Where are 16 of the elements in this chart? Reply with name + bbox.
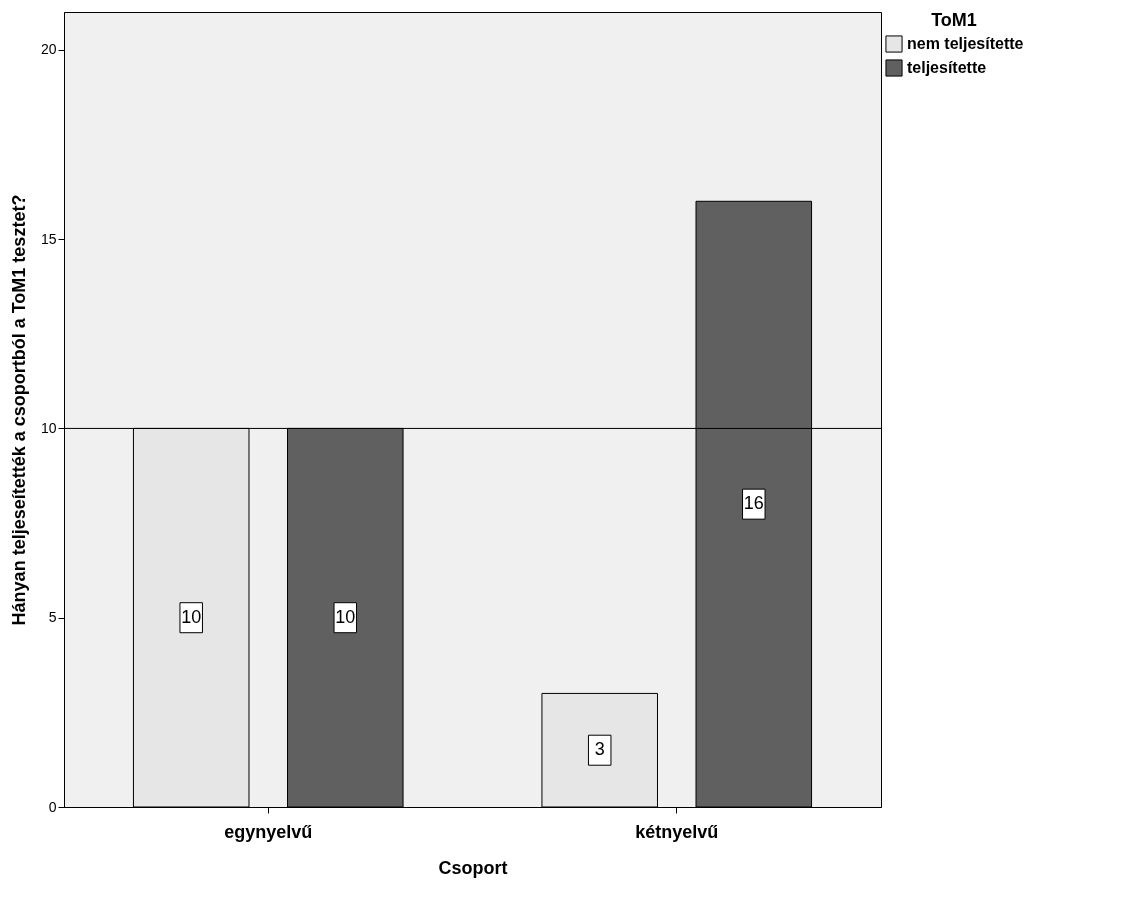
- y-tick-label: 20: [40, 41, 57, 58]
- y-tick-label: 5: [48, 609, 57, 626]
- legend-label: teljesítette: [907, 59, 987, 76]
- x-tick-label: kétnyelvű: [635, 821, 719, 842]
- x-tick-label: egynyelvű: [224, 821, 313, 842]
- y-tick-label: 15: [40, 230, 57, 247]
- data-label: 10: [181, 606, 202, 627]
- legend-title: ToM1: [931, 10, 977, 30]
- data-label: 10: [335, 606, 356, 627]
- data-label: 3: [594, 739, 605, 760]
- y-axis-title: Hányan teljeseítették a csoportból a ToM1 tesztet?: [8, 194, 29, 626]
- legend-label: nem teljesítette: [907, 35, 1024, 52]
- data-label: 16: [743, 493, 764, 514]
- y-tick-label: 0: [48, 798, 57, 815]
- y-tick-label: 10: [40, 419, 57, 436]
- x-axis-title: Csoport: [438, 857, 508, 878]
